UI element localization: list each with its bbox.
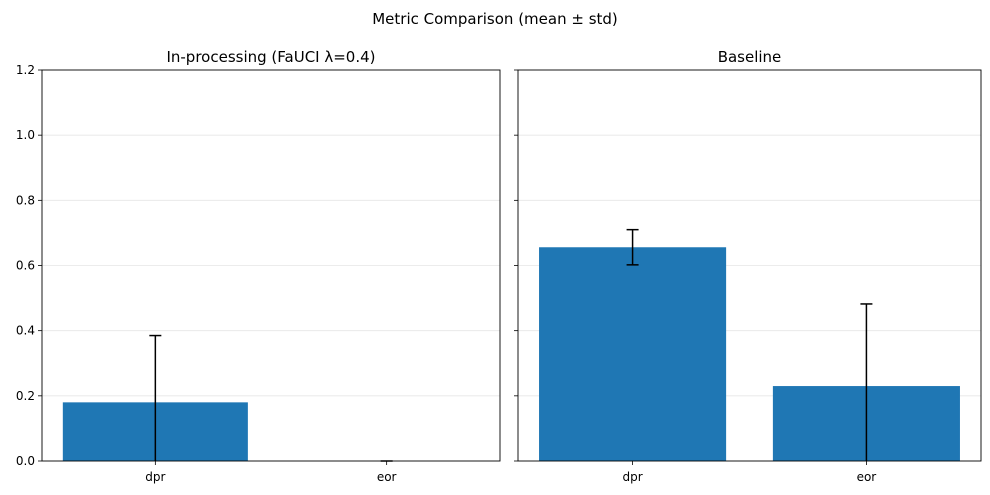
ytick-label-0: 0.0	[16, 454, 35, 468]
ytick-label-6: 1.2	[16, 63, 35, 77]
panel-right: dpr eor Baseline	[514, 48, 982, 484]
ytick-label-5: 1.0	[16, 128, 35, 142]
xtick-label-left-dpr: dpr	[145, 470, 165, 484]
figure-suptitle: Metric Comparison (mean ± std)	[372, 10, 618, 28]
xtick-label-left-eor: eor	[377, 470, 397, 484]
ytick-label-2: 0.4	[16, 324, 35, 338]
xtick-label-right-eor: eor	[857, 470, 877, 484]
panel-left: 0.0 0.2 0.4 0.6 0.8 1.0 1.2 dpr eor In-processin…	[16, 48, 501, 484]
xtick-label-right-dpr: dpr	[622, 470, 642, 484]
bar-right-dpr	[539, 247, 727, 461]
ytick-label-4: 0.8	[16, 193, 35, 207]
panel-title-left: In-processing (FaUCI λ=0.4)	[166, 48, 375, 66]
ytick-label-3: 0.6	[16, 259, 35, 273]
ytick-label-1: 0.2	[16, 389, 35, 403]
panel-title-right: Baseline	[718, 48, 782, 66]
